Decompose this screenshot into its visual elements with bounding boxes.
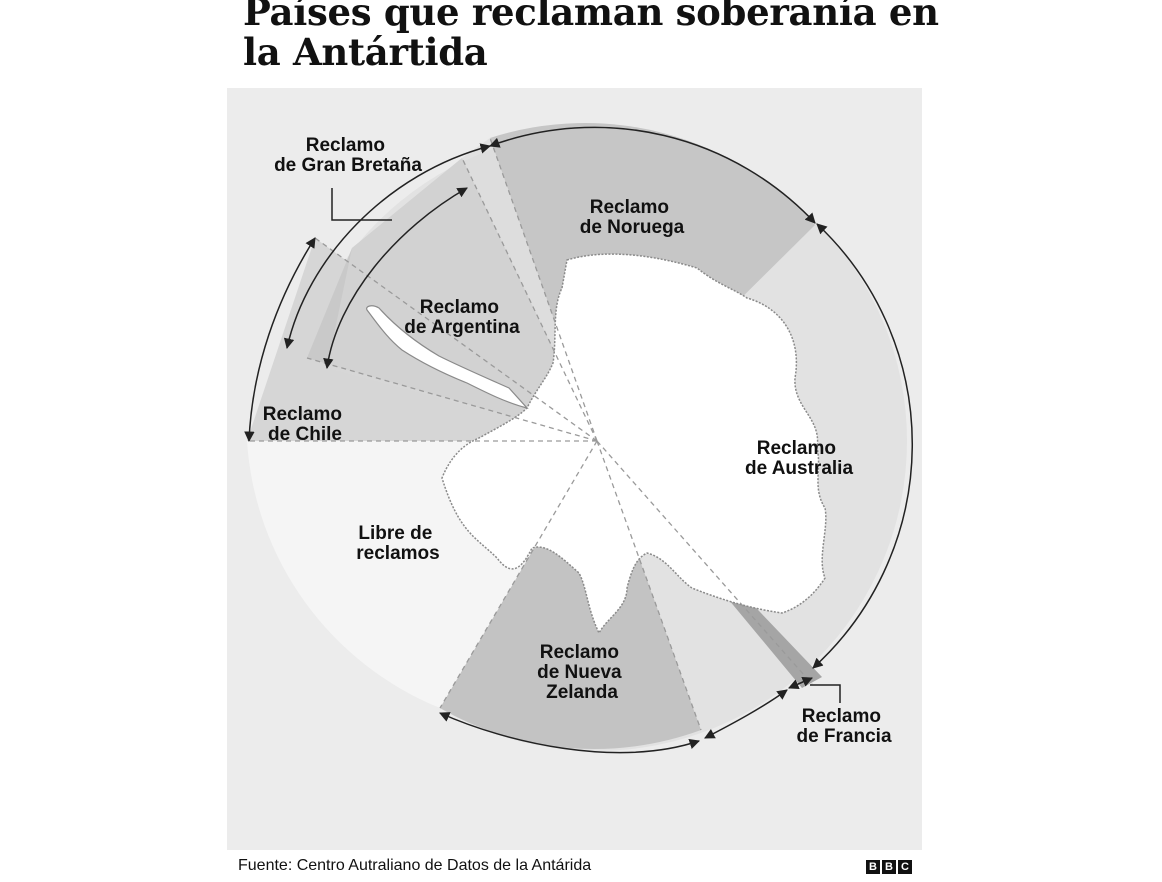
- arc-france: [788, 676, 813, 690]
- logo-letter: B: [882, 860, 896, 874]
- arc-chile: [244, 237, 316, 443]
- source-note: Fuente: Centro Autraliano de Datos de la…: [238, 857, 592, 874]
- sector-new-zealand: [440, 441, 701, 750]
- label-gran-bretana: Reclamo de Gran Bretaña: [274, 135, 422, 176]
- label-argentina: Reclamo de Argentina: [404, 297, 520, 338]
- label-australia: Reclamo de Australia: [745, 438, 853, 479]
- label-noruega: Reclamo de Noruega: [580, 197, 685, 238]
- antarctica-continent: [441, 253, 827, 635]
- arc-australia: [812, 223, 913, 669]
- label-francia: Reclamo de Francia: [796, 706, 891, 747]
- leader-line-uk: [331, 188, 392, 221]
- logo-letter: B: [866, 860, 880, 874]
- label-chile: Reclamo de Chile: [263, 404, 347, 445]
- arc-norway: [489, 126, 816, 224]
- leader-line-france: [810, 684, 841, 703]
- label-libre: Libre de reclamos: [356, 523, 439, 564]
- bbc-logo: B B C: [866, 860, 912, 874]
- arc-terre-adelie: [704, 689, 788, 739]
- label-nueva-zelanda: Reclamo de Nueva Zelanda: [537, 642, 627, 703]
- antarctica-claims-map: Reclamo de Gran Bretaña Reclamo de Norue…: [227, 88, 922, 850]
- logo-letter: C: [898, 860, 912, 874]
- page-title: Países que reclaman soberanía en la Antá…: [243, 0, 939, 74]
- arc-new-zealand: [439, 712, 700, 754]
- arc-argentina: [323, 187, 468, 370]
